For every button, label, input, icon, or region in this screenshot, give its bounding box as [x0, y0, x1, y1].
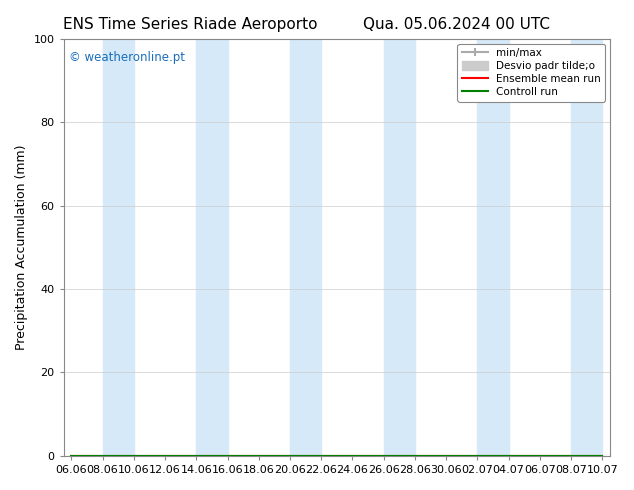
Bar: [384, 39, 415, 456]
Legend: min/max, Desvio padr tilde;o, Ensemble mean run, Controll run: min/max, Desvio padr tilde;o, Ensemble m…: [458, 44, 605, 101]
Bar: [197, 39, 228, 456]
Bar: [103, 39, 134, 456]
Text: Qua. 05.06.2024 00 UTC: Qua. 05.06.2024 00 UTC: [363, 17, 550, 32]
Text: © weatheronline.pt: © weatheronline.pt: [69, 51, 185, 64]
Bar: [571, 39, 602, 456]
Text: ENS Time Series Riade Aeroporto: ENS Time Series Riade Aeroporto: [63, 17, 318, 32]
Bar: [477, 39, 508, 456]
Y-axis label: Precipitation Accumulation (mm): Precipitation Accumulation (mm): [15, 145, 28, 350]
Bar: [290, 39, 321, 456]
